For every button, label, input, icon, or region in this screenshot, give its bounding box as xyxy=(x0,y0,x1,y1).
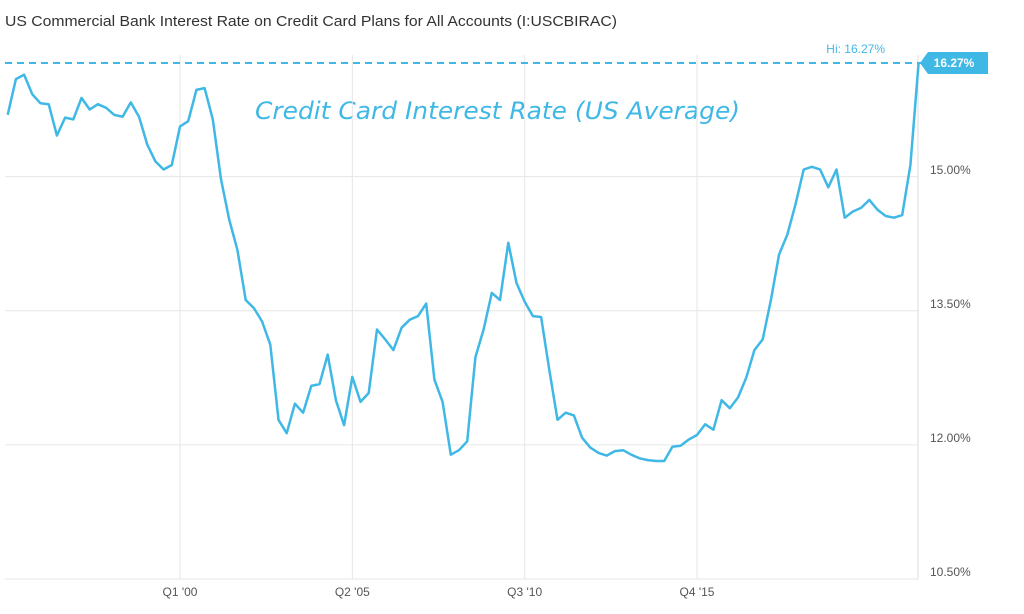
y-tick-label: 10.50% xyxy=(930,565,971,579)
value-badge xyxy=(920,52,988,75)
data-line xyxy=(6,62,920,463)
y-tick-label: 13.50% xyxy=(930,297,971,311)
x-tick-label: Q2 '05 xyxy=(335,585,370,599)
x-tick-label: Q4 '15 xyxy=(680,585,715,599)
x-tick-label: Q3 '10 xyxy=(507,585,542,599)
y-tick-label: 12.00% xyxy=(930,431,971,445)
hi-label: Hi: 16.27% xyxy=(826,42,885,56)
annotation: Credit Card Interest Rate (US Average) xyxy=(255,97,740,125)
chart-title: US Commercial Bank Interest Rate on Cred… xyxy=(5,13,617,30)
x-tick-label: Q1 '00 xyxy=(163,585,198,599)
y-tick-label: 15.00% xyxy=(930,163,971,177)
value-badge-label: 16.27% xyxy=(934,56,975,70)
